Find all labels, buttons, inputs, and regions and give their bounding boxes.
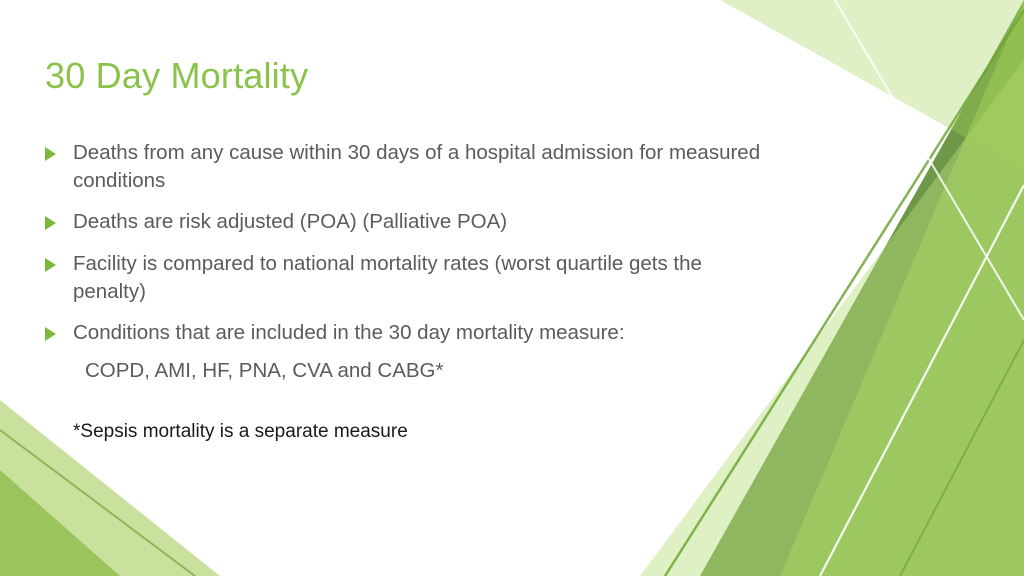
slide: 30 Day Mortality Deaths from any cause w…	[0, 0, 1024, 576]
bullet-item: Conditions that are included in the 30 d…	[45, 319, 764, 347]
conditions-list: COPD, AMI, HF, PNA, CVA and CABG*	[45, 357, 764, 385]
bullet-item: Facility is compared to national mortali…	[45, 250, 764, 305]
footnote: *Sepsis mortality is a separate measure	[45, 421, 764, 443]
bullet-item: Deaths from any cause within 30 days of …	[45, 139, 764, 194]
bullet-list: Deaths from any cause within 30 days of …	[45, 139, 764, 347]
content-area: 30 Day Mortality Deaths from any cause w…	[45, 55, 764, 443]
slide-title: 30 Day Mortality	[45, 55, 764, 97]
bullet-item: Deaths are risk adjusted (POA) (Palliati…	[45, 208, 764, 236]
